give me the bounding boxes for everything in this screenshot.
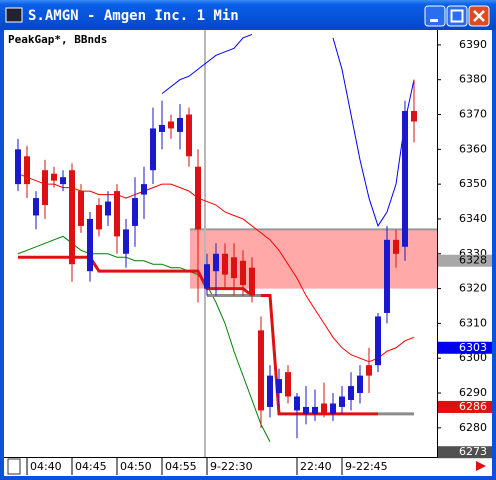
candle-body	[257, 330, 264, 411]
candle-body	[131, 198, 138, 226]
price-label: 6273	[459, 445, 487, 458]
price-label-box	[438, 254, 492, 267]
candle-body	[41, 170, 48, 206]
x-tick-label: 9-22:45	[345, 460, 388, 473]
y-tick-label: 6290	[459, 386, 487, 399]
candle-body	[194, 166, 201, 230]
y-tick-label: 6320	[459, 282, 487, 295]
x-tick-label: 04:40	[30, 460, 62, 473]
y-tick-label: 6300	[459, 351, 487, 364]
candle-body	[293, 396, 300, 411]
price-label: 6303	[459, 341, 487, 354]
candle-body	[203, 264, 210, 289]
y-tick-label: 6280	[459, 421, 487, 434]
candle-body	[347, 386, 354, 400]
y-tick-label: 6350	[459, 177, 487, 190]
candle-body	[329, 403, 336, 414]
price-label-box	[438, 446, 492, 459]
candle-body	[383, 239, 390, 313]
price-label: 6286	[459, 400, 487, 413]
candle-body	[410, 111, 417, 122]
candle-body	[230, 257, 237, 279]
candle-body	[104, 201, 111, 216]
candle-body	[158, 124, 165, 132]
candle-body	[275, 379, 282, 394]
candle-body	[59, 177, 66, 185]
candle-body	[338, 396, 345, 407]
candle-body	[50, 173, 57, 181]
y-tick-label: 6310	[459, 316, 487, 329]
candle-body	[122, 229, 129, 254]
indicator-line	[17, 235, 271, 442]
scroll-right-arrow[interactable]	[476, 461, 486, 471]
y-tick-label: 6380	[459, 73, 487, 86]
candle-body	[221, 253, 228, 275]
scroll-box[interactable]	[7, 458, 21, 475]
y-tick-label: 6340	[459, 212, 487, 225]
candle-body	[266, 375, 273, 407]
candle-body	[185, 114, 192, 157]
candle-body	[167, 121, 174, 129]
candle-body	[212, 253, 219, 272]
close-button[interactable]	[468, 5, 490, 27]
x-tick-label: 04:45	[75, 460, 107, 473]
candle-body	[311, 406, 318, 414]
candle-body	[113, 191, 120, 237]
x-tick-label: 22:40	[300, 460, 332, 473]
candle-body	[95, 205, 102, 230]
indicator-line	[161, 33, 415, 228]
candle-body	[149, 128, 156, 171]
candle-body	[176, 117, 183, 132]
x-tick-label: 9-22:30	[210, 460, 253, 473]
candle-body	[32, 198, 39, 216]
candle-body	[239, 260, 246, 286]
maximize-button[interactable]	[446, 5, 468, 27]
candle-body	[23, 156, 30, 185]
window-title: S.AMGN - Amgen Inc. 1 Min	[28, 8, 239, 24]
candle-body	[401, 111, 408, 247]
candle-body	[284, 372, 291, 397]
legend-text: PeakGap*, BBnds	[8, 33, 107, 46]
minimize-button[interactable]	[424, 5, 446, 27]
candle-body	[374, 316, 381, 366]
x-tick-label: 04:55	[165, 460, 197, 473]
candle-body	[302, 406, 309, 414]
plot-area	[14, 30, 437, 457]
candle-body	[14, 149, 21, 185]
candle-body	[356, 375, 363, 394]
candle-body	[86, 218, 93, 272]
candle-body	[140, 184, 147, 195]
candle-body	[392, 239, 399, 254]
price-label: 6328	[459, 254, 487, 267]
x-tick-label: 04:50	[120, 460, 152, 473]
candle-body	[68, 170, 75, 265]
candle-body	[248, 267, 255, 296]
candle-body	[320, 403, 327, 414]
y-tick-label: 6360	[459, 142, 487, 155]
candle-body	[365, 365, 372, 376]
title-bar	[0, 0, 496, 30]
price-label-box	[438, 341, 492, 354]
price-label-box	[438, 400, 492, 413]
candle-body	[77, 191, 84, 226]
y-tick-label: 6370	[459, 108, 487, 121]
y-tick-label: 6390	[459, 38, 487, 51]
app-icon	[5, 7, 23, 23]
